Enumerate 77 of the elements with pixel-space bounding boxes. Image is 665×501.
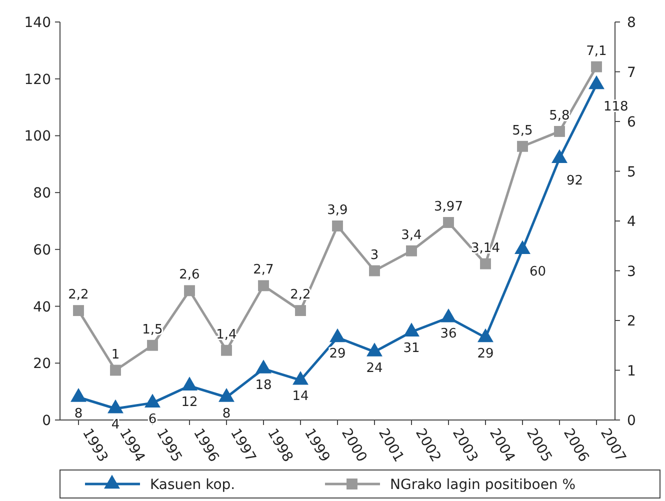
point	[70, 388, 86, 402]
data-label: 2,2	[68, 288, 89, 303]
y-tick-label: 100	[24, 128, 51, 145]
point	[478, 328, 494, 342]
point	[218, 388, 234, 402]
y2-tick-label: 0	[627, 413, 636, 429]
point	[554, 126, 565, 137]
data-label: 29	[477, 346, 494, 362]
point	[366, 342, 382, 356]
y-tick-label: 60	[33, 242, 51, 258]
point	[330, 328, 346, 342]
point	[108, 399, 124, 414]
legend-label: Kasuen kop.	[150, 477, 236, 493]
y-tick-label: 80	[33, 186, 51, 202]
point	[110, 364, 121, 376]
y2-tick-label: 3	[627, 264, 636, 280]
data-label: 31	[403, 340, 420, 356]
data-label: 24	[366, 360, 383, 376]
point	[552, 149, 568, 164]
data-label: 1,5	[142, 322, 163, 338]
y2-tick-label: 8	[627, 15, 636, 31]
y-tick-label: 120	[24, 72, 51, 88]
y2-tick-label: 4	[627, 214, 636, 230]
y-tick-label: 140	[24, 15, 51, 31]
point	[591, 61, 602, 72]
point	[440, 308, 456, 322]
point	[182, 376, 198, 390]
y2-tick-label: 2	[627, 314, 636, 330]
y-tick-label: 40	[33, 299, 51, 316]
y2-tick-label: 5	[627, 164, 636, 180]
point	[480, 258, 491, 270]
point	[147, 340, 158, 351]
data-label: 4	[111, 418, 120, 433]
point	[73, 305, 84, 316]
y2-tick-label: 6	[627, 114, 636, 130]
point	[221, 344, 232, 356]
point	[404, 322, 420, 336]
point	[292, 371, 308, 385]
point	[332, 220, 343, 232]
data-label: 3,97	[434, 199, 463, 214]
data-label: 5,5	[512, 123, 533, 138]
data-label: 2,2	[290, 288, 311, 303]
data-label: 1,4	[216, 327, 237, 342]
point	[144, 394, 160, 408]
data-label: 3,9	[327, 202, 348, 218]
point	[443, 217, 454, 228]
point	[517, 140, 528, 152]
point	[256, 360, 272, 374]
point	[514, 240, 530, 254]
data-label: 8	[222, 406, 231, 422]
point	[369, 265, 380, 276]
y2-tick-label: 7	[627, 64, 636, 81]
data-label: 7,1	[586, 44, 607, 59]
data-label: 3,4	[401, 228, 422, 243]
data-label: 3,14	[471, 240, 500, 256]
data-label: 2,7	[253, 262, 274, 278]
point	[258, 280, 269, 292]
point	[184, 285, 195, 296]
data-label: 60	[530, 264, 546, 280]
point	[588, 75, 604, 90]
y2-tick-label: 1	[627, 363, 636, 380]
data-label: 3	[370, 248, 379, 263]
data-label: 12	[181, 394, 198, 410]
data-label: 5,8	[549, 108, 570, 124]
legend-label: NGrako lagin positiboen %	[390, 477, 576, 493]
data-label: 92	[566, 173, 584, 188]
data-label: 18	[255, 378, 272, 393]
y-tick-label: 20	[33, 356, 51, 372]
point	[406, 245, 417, 256]
y-tick-label: 0	[42, 413, 51, 429]
data-label: 2,6	[179, 268, 200, 283]
data-label: 29	[329, 346, 346, 362]
data-label: 1	[111, 347, 120, 362]
data-label: 8	[74, 406, 83, 422]
data-label: 36	[440, 326, 457, 342]
data-label: 14	[292, 389, 309, 404]
point	[295, 305, 306, 316]
